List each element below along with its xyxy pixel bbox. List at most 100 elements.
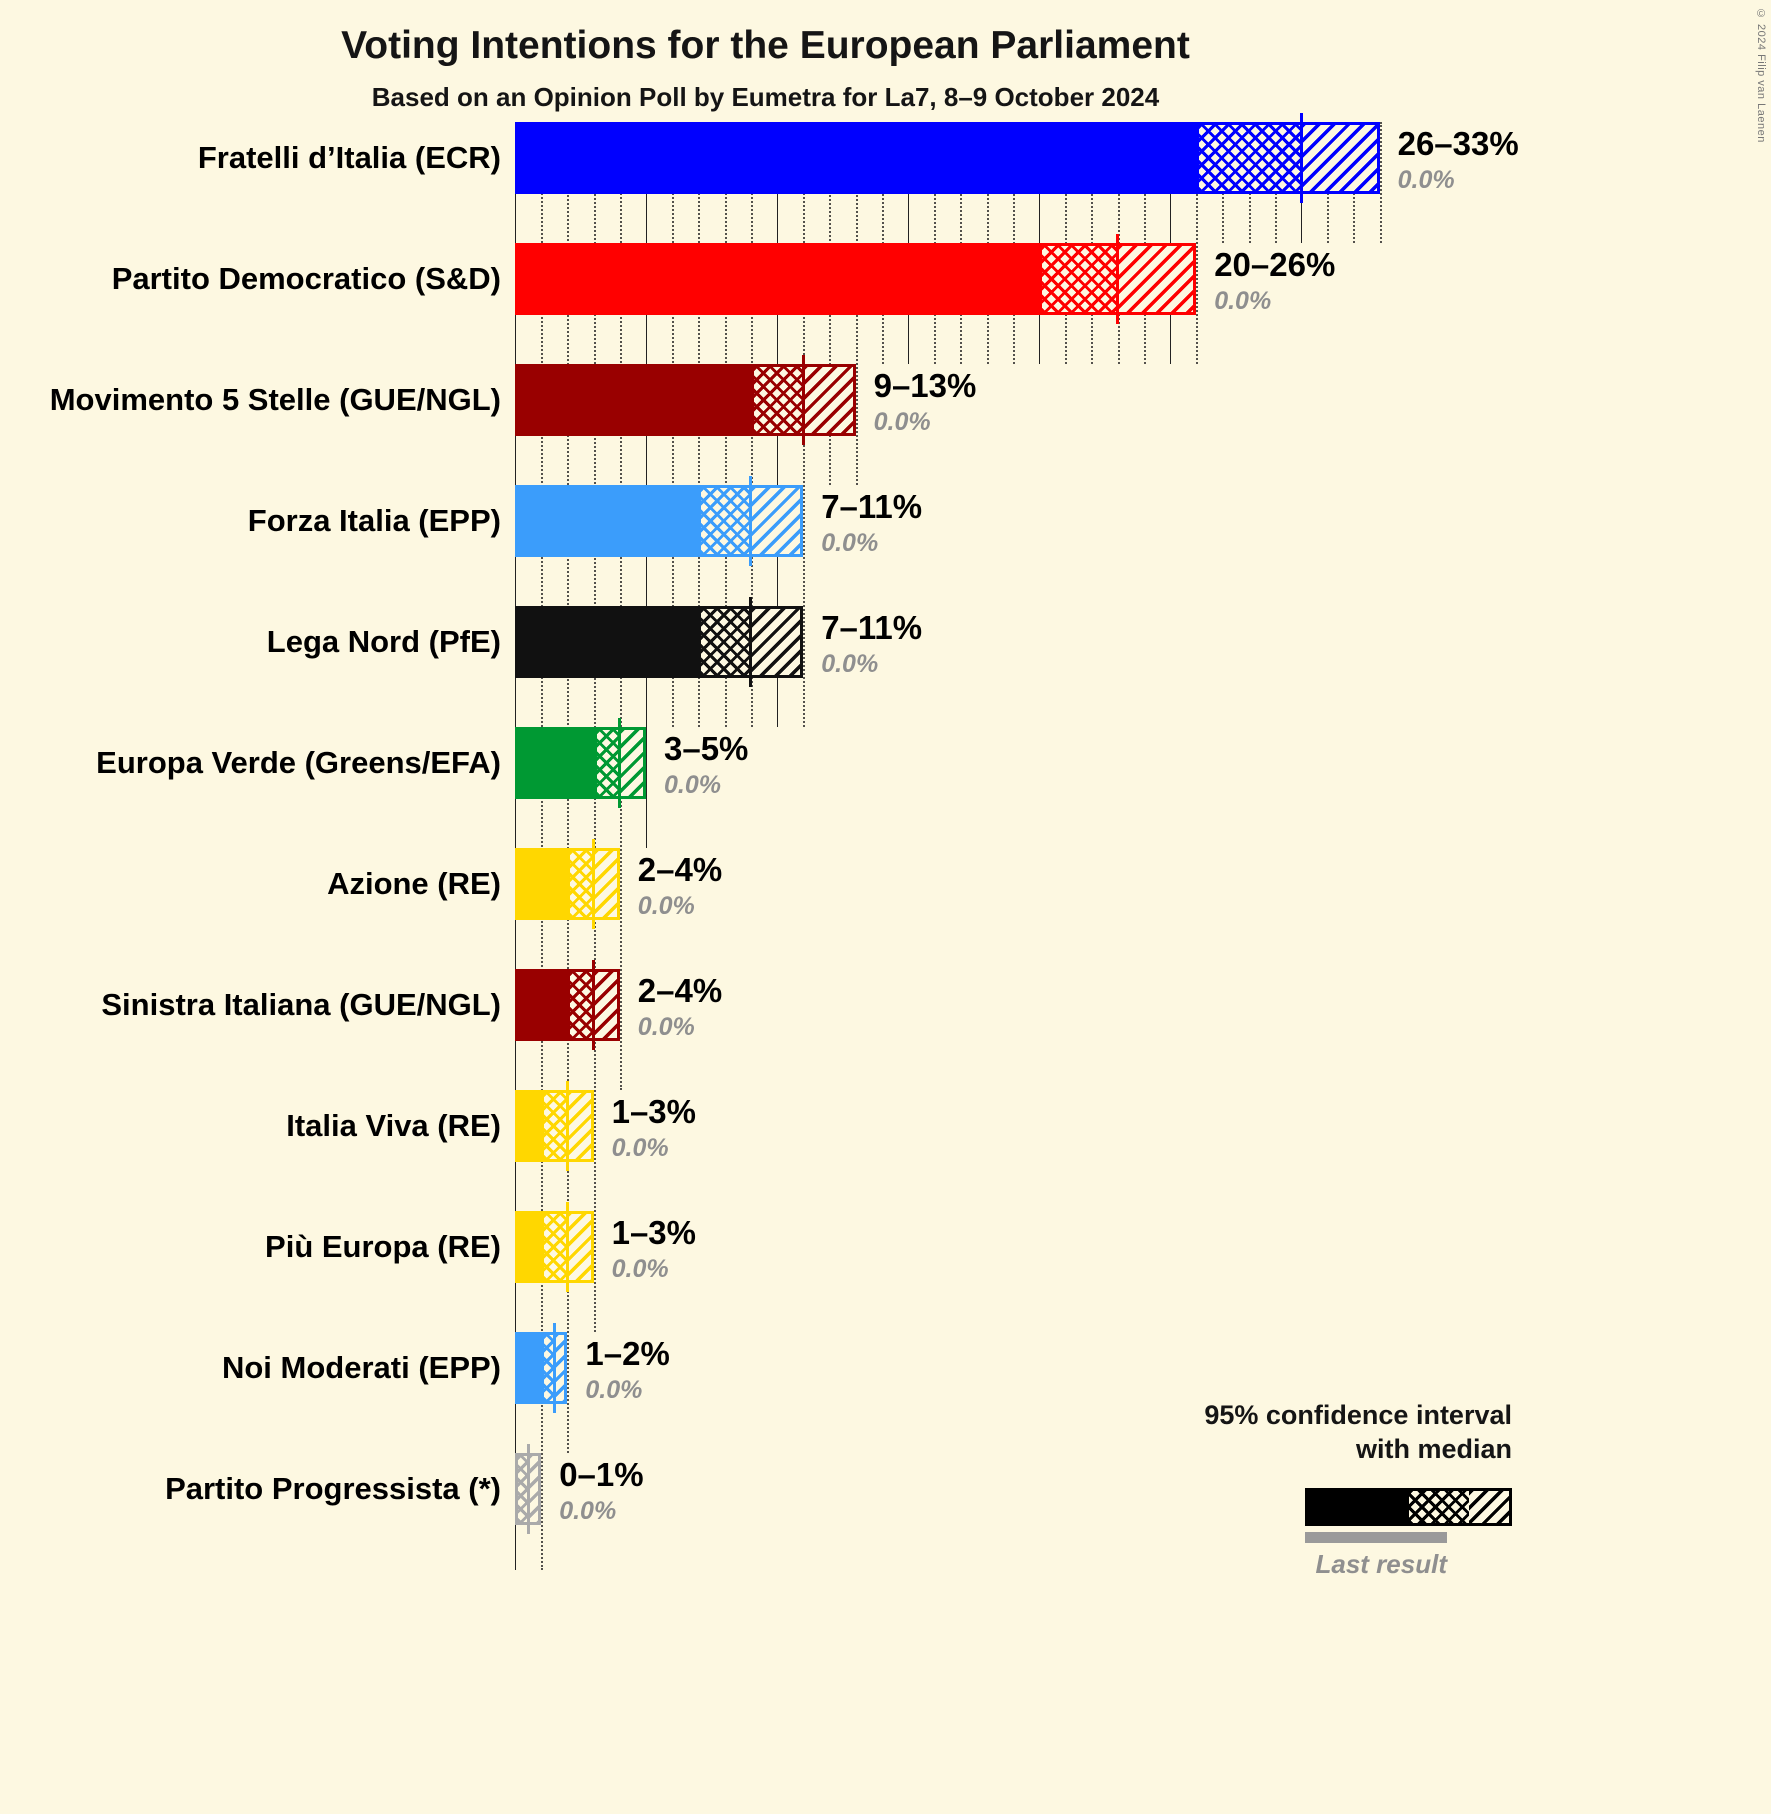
median-line xyxy=(592,839,596,929)
ci-lower-crosshatch xyxy=(1199,125,1301,191)
legend-sample-solid-segment xyxy=(1308,1491,1409,1523)
legend-last-result-bar xyxy=(1305,1532,1447,1543)
last-result-value: 0.0% xyxy=(559,1497,617,1525)
value-label-block: 1–3% 0.0% xyxy=(612,1214,696,1284)
ci-lower-crosshatch xyxy=(701,609,751,675)
confidence-interval xyxy=(541,1332,568,1404)
ci-range-label: 26–33% xyxy=(1397,125,1519,162)
confidence-interval xyxy=(567,969,620,1041)
ci-upper-hatch xyxy=(528,1456,539,1522)
ci-upper-hatch xyxy=(750,488,801,554)
party-label: Sinistra Italiana (GUE/NGL) xyxy=(101,987,501,1022)
bar-solid-segment xyxy=(515,364,751,436)
ci-range-label: 7–11% xyxy=(821,609,923,646)
party-label: Lega Nord (PfE) xyxy=(266,624,501,659)
party-label: Italia Viva (RE) xyxy=(286,1108,501,1143)
value-label-block: 7–11% 0.0% xyxy=(821,488,922,558)
median-line xyxy=(592,960,596,1050)
bar-solid-segment xyxy=(515,1332,542,1404)
ci-lower-crosshatch xyxy=(1042,246,1118,312)
ci-range-label: 9–13% xyxy=(873,367,977,404)
ci-lower-crosshatch xyxy=(544,1335,555,1401)
legend-sample-hatch-segment xyxy=(1468,1491,1509,1523)
party-label: Azione (RE) xyxy=(327,866,501,901)
ci-upper-hatch xyxy=(750,609,801,675)
bar-solid-segment xyxy=(515,606,699,678)
bar-solid-segment xyxy=(515,1211,542,1283)
ci-lower-crosshatch xyxy=(701,488,751,554)
party-label: Forza Italia (EPP) xyxy=(247,503,501,538)
value-label-block: 1–2% 0.0% xyxy=(585,1335,669,1405)
ci-lower-crosshatch xyxy=(570,972,594,1038)
legend-ci-label-line1: 95% confidence interval xyxy=(1204,1400,1512,1430)
ci-range-label: 2–4% xyxy=(637,851,723,888)
last-result-value: 0.0% xyxy=(611,1255,669,1283)
last-result-value: 0.0% xyxy=(821,650,879,678)
bar-solid-segment xyxy=(515,1090,542,1162)
ci-range-label: 3–5% xyxy=(664,730,749,767)
ci-range-label: 2–4% xyxy=(637,972,723,1009)
median-line xyxy=(749,597,753,687)
median-line xyxy=(1116,234,1120,324)
last-result-value: 0.0% xyxy=(1214,287,1272,315)
last-result-value: 0.0% xyxy=(821,529,879,557)
ci-range-label: 7–11% xyxy=(821,488,923,525)
legend-ci-sample-bar xyxy=(1305,1488,1512,1526)
ci-upper-hatch xyxy=(593,851,617,917)
party-label: Noi Moderati (EPP) xyxy=(221,1350,501,1385)
ci-range-label: 20–26% xyxy=(1214,246,1336,283)
value-label-block: 9–13% 0.0% xyxy=(874,367,977,437)
copyright-note: © 2024 Filip van Laenen xyxy=(1755,8,1767,143)
ci-lower-crosshatch xyxy=(570,851,594,917)
bar-solid-segment xyxy=(515,122,1197,194)
chart-subtitle: Based on an Opinion Poll by Eumetra for … xyxy=(371,82,1160,112)
legend-sample-crosshatch-segment xyxy=(1408,1491,1469,1523)
last-result-value: 0.0% xyxy=(664,771,721,799)
bar-solid-segment xyxy=(515,485,699,557)
value-label-block: 3–5% 0.0% xyxy=(664,730,748,800)
ci-upper-hatch xyxy=(567,1214,591,1280)
ci-range-label: 1–3% xyxy=(611,1093,696,1130)
chart-title: Voting Intentions for the European Parli… xyxy=(341,24,1190,67)
party-label: Partito Progressista (*) xyxy=(165,1471,501,1506)
last-result-value: 0.0% xyxy=(585,1376,643,1404)
ci-upper-hatch xyxy=(567,1093,591,1159)
ci-upper-hatch xyxy=(554,1335,565,1401)
median-line xyxy=(1299,113,1303,203)
ci-lower-crosshatch xyxy=(596,730,620,796)
median-line xyxy=(565,1202,569,1292)
value-label-block: 0–1% 0.0% xyxy=(559,1456,643,1526)
ci-range-label: 1–2% xyxy=(585,1335,670,1372)
bar-solid-segment xyxy=(515,969,568,1041)
value-label-block: 20–26% 0.0% xyxy=(1214,246,1335,316)
median-line xyxy=(552,1323,556,1413)
median-line xyxy=(749,476,753,566)
last-result-value: 0.0% xyxy=(1397,166,1455,194)
median-line xyxy=(618,718,622,808)
confidence-interval xyxy=(750,364,856,436)
ci-upper-hatch xyxy=(593,972,617,1038)
gridline-minor xyxy=(1196,122,1199,364)
value-label-block: 2–4% 0.0% xyxy=(638,972,722,1042)
median-line xyxy=(801,355,805,445)
party-label: Europa Verde (Greens/EFA) xyxy=(96,745,501,780)
value-label-block: 2–4% 0.0% xyxy=(638,851,722,921)
last-result-value: 0.0% xyxy=(873,408,931,436)
value-label-block: 26–33% 0.0% xyxy=(1398,125,1519,195)
gridline-minor xyxy=(541,122,544,1570)
median-line xyxy=(565,1081,569,1171)
confidence-interval xyxy=(1196,122,1380,194)
last-result-value: 0.0% xyxy=(637,892,695,920)
bar-solid-segment xyxy=(515,848,568,920)
bar-solid-segment xyxy=(515,243,1039,315)
value-label-block: 1–3% 0.0% xyxy=(612,1093,696,1163)
ci-upper-hatch xyxy=(619,730,643,796)
gridline-minor xyxy=(1379,122,1382,243)
party-label: Fratelli d’Italia (ECR) xyxy=(197,140,501,175)
ci-upper-hatch xyxy=(803,367,853,433)
legend-ci-label-line2: with median xyxy=(1355,1434,1512,1464)
ci-lower-crosshatch xyxy=(544,1093,568,1159)
ci-range-label: 1–3% xyxy=(611,1214,696,1251)
bar-solid-segment xyxy=(515,727,594,799)
